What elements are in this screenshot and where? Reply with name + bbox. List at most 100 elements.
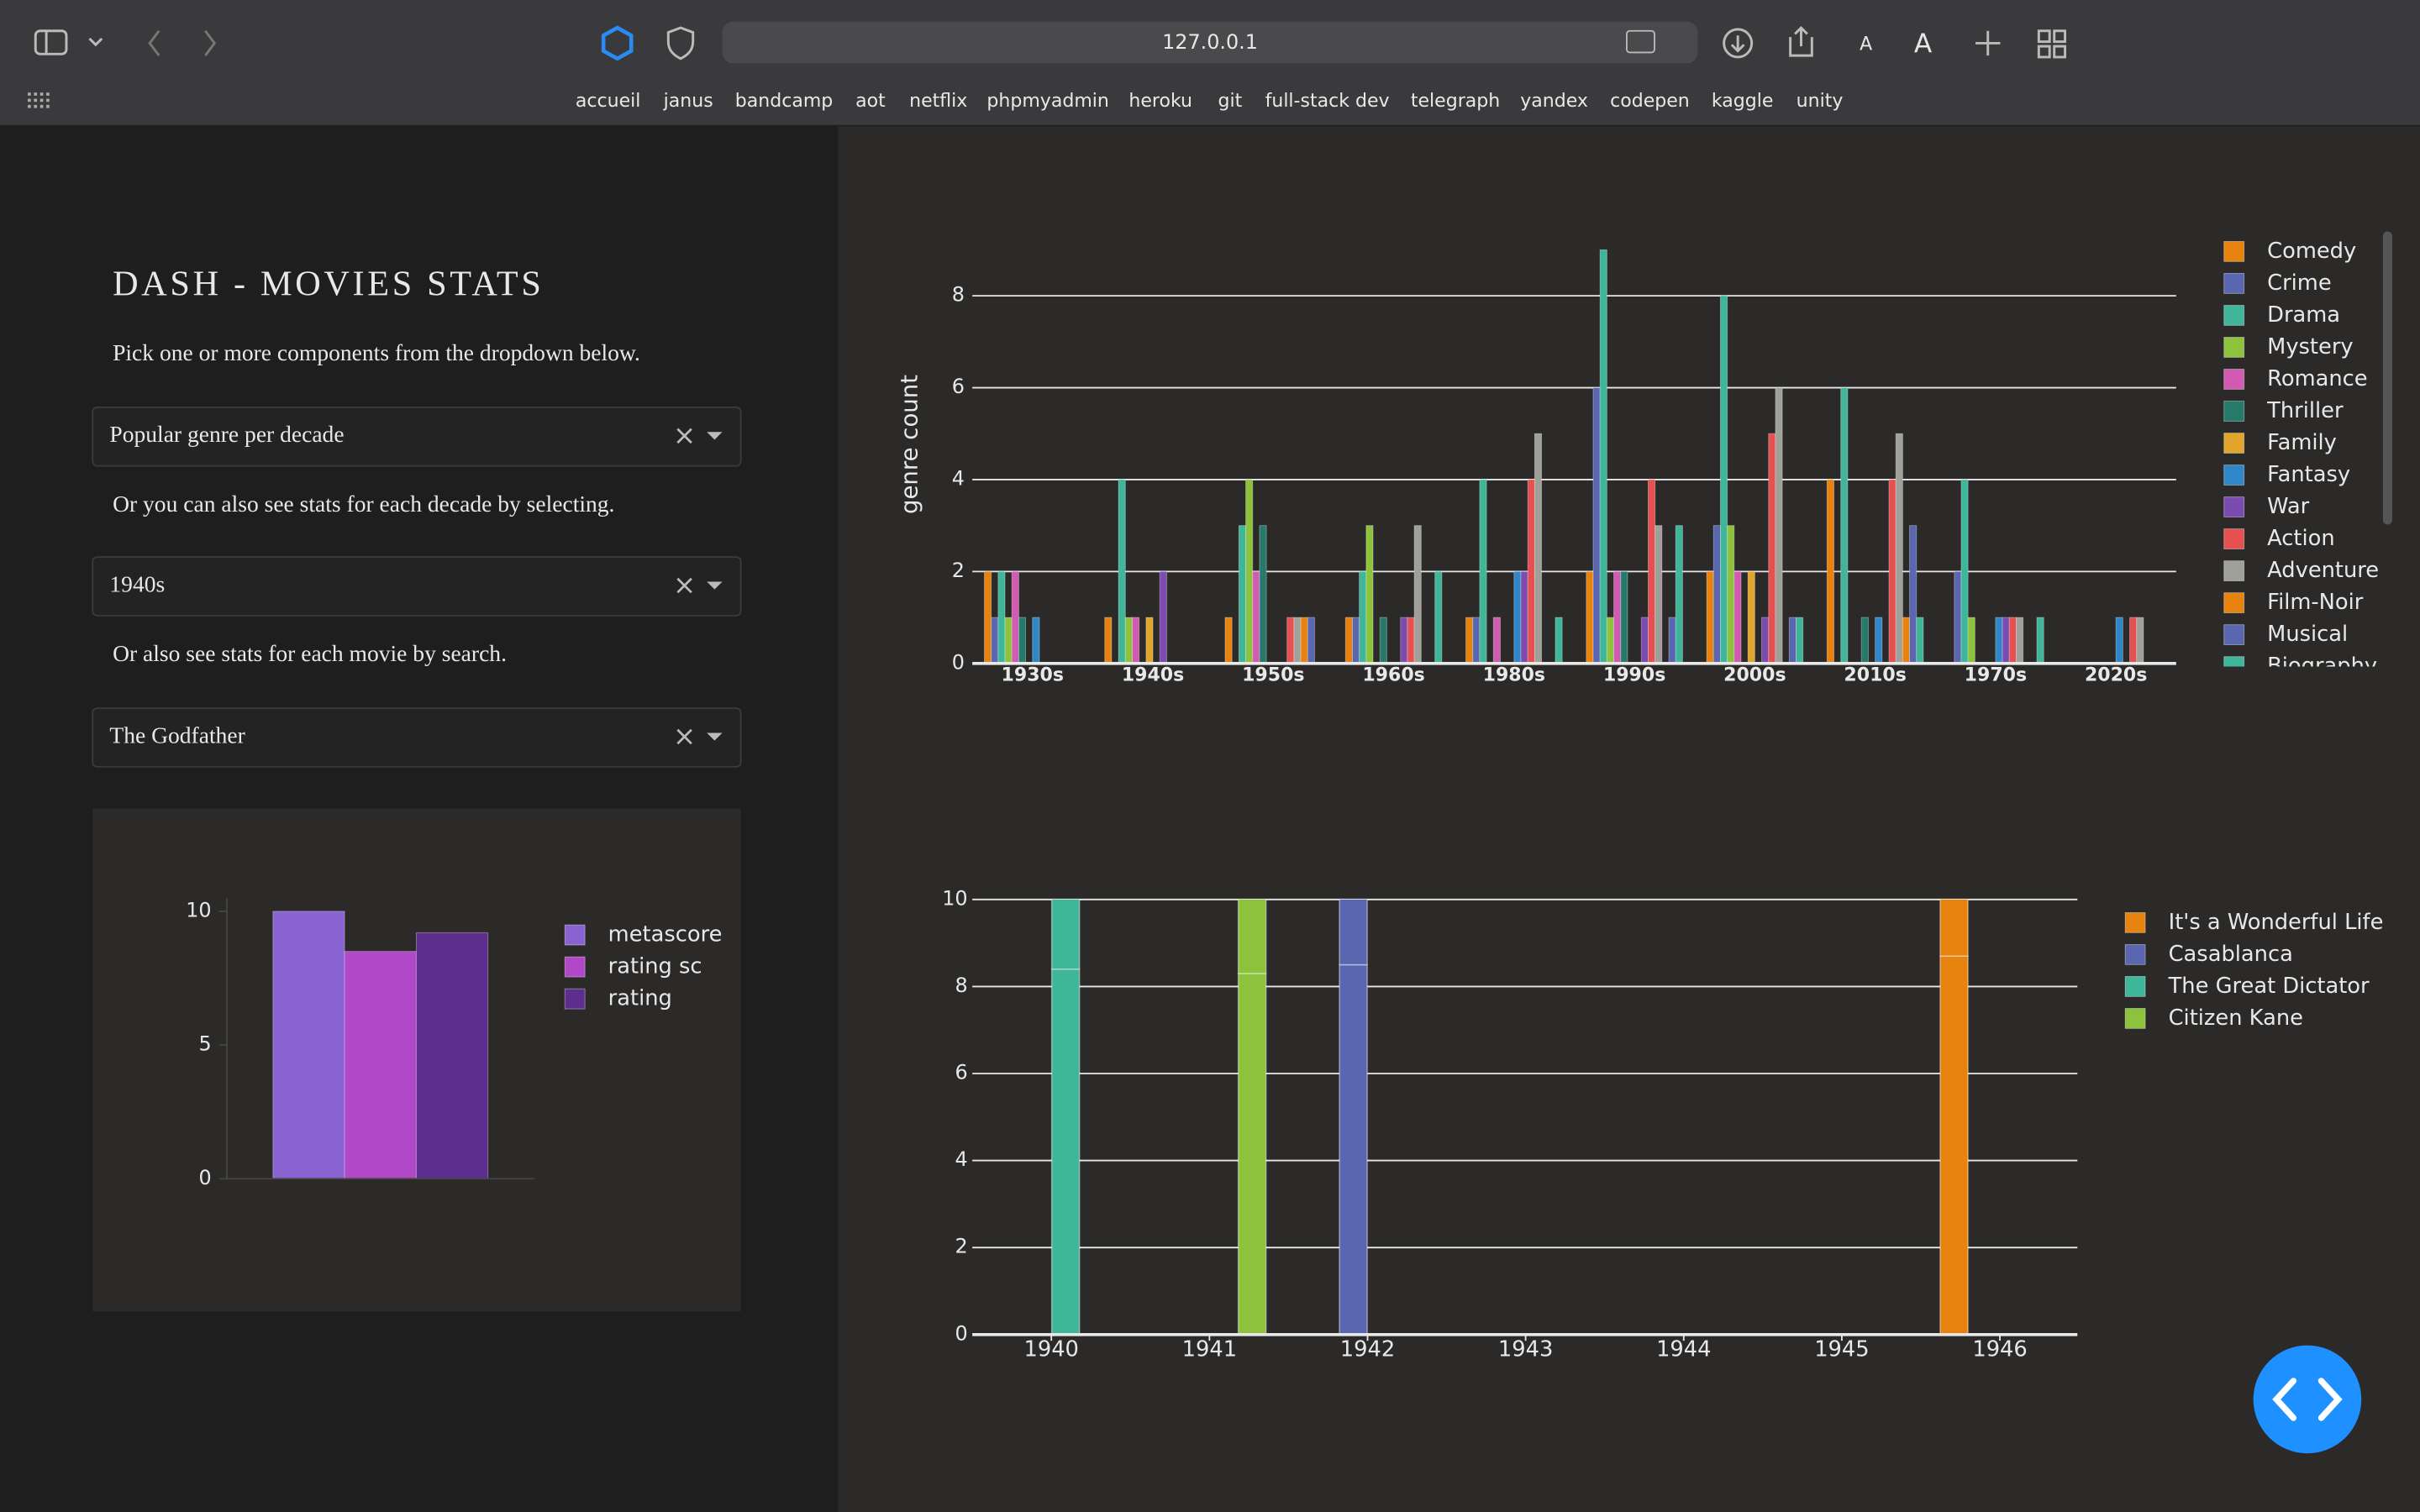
bar-segment xyxy=(1939,899,1969,957)
bookmark[interactable]: telegraph xyxy=(1411,91,1500,112)
legend-swatch xyxy=(2223,337,2245,358)
devtools-button[interactable] xyxy=(2253,1345,2362,1454)
privacy[interactable] xyxy=(666,26,695,60)
downloads[interactable] xyxy=(1723,28,1754,59)
legend-swatch xyxy=(564,988,586,1010)
scrollbar[interactable] xyxy=(2382,231,2392,525)
legend-label: War xyxy=(2267,494,2310,519)
bar xyxy=(344,951,417,1179)
dropdown[interactable]: Popular genre per decade xyxy=(92,406,742,467)
x-tick-label: 1945 xyxy=(1814,1337,1869,1362)
x-tick-label: 1944 xyxy=(1656,1337,1711,1362)
legend-item[interactable]: Drama xyxy=(2223,302,2340,328)
bar xyxy=(1796,617,1804,664)
address-bar[interactable] xyxy=(722,21,1698,64)
legend-item[interactable]: Biography xyxy=(2223,654,2377,679)
bar xyxy=(1592,387,1601,664)
legend-swatch xyxy=(2124,1008,2146,1029)
legend-item[interactable]: Family xyxy=(2223,430,2337,455)
bookmark[interactable]: phpmyadmin xyxy=(986,91,1108,112)
tab-menu[interactable] xyxy=(88,37,103,47)
text-larger[interactable]: A xyxy=(1914,29,1933,59)
dropdown-box[interactable] xyxy=(92,556,742,617)
new-tab[interactable] xyxy=(1975,30,2001,56)
legend-swatch xyxy=(2223,273,2245,294)
text-smaller[interactable]: A xyxy=(1860,34,1872,55)
legend-label: Mystery xyxy=(2267,334,2353,360)
bar xyxy=(1407,617,1415,664)
legend-item[interactable]: Musical xyxy=(2223,622,2348,647)
forward[interactable] xyxy=(204,29,217,57)
bookmark[interactable]: bandcamp xyxy=(735,91,834,112)
dropdown[interactable]: 1940s xyxy=(92,556,742,617)
legend-item[interactable]: Adventure xyxy=(2223,558,2379,583)
tabs[interactable] xyxy=(2037,29,2051,44)
bar-segment xyxy=(1339,899,1368,966)
legend: It's a Wonderful Life Casablanca The Great… xyxy=(2124,910,2383,1031)
legend-item[interactable]: rating sc xyxy=(564,954,702,979)
caret[interactable] xyxy=(707,432,723,440)
legend-swatch xyxy=(564,956,586,978)
bar xyxy=(1465,617,1474,664)
clear-icon[interactable] xyxy=(676,577,692,594)
bookmark[interactable]: janus xyxy=(663,91,713,112)
bookmark[interactable]: codepen xyxy=(1610,91,1690,112)
caret[interactable] xyxy=(707,581,723,590)
legend-item[interactable]: Film-Noir xyxy=(2223,590,2364,615)
dropdown-box[interactable] xyxy=(92,406,742,467)
bar xyxy=(1655,525,1663,664)
dropdown[interactable]: The Godfather xyxy=(92,707,742,768)
share[interactable] xyxy=(1789,25,1813,57)
bar xyxy=(1527,479,1535,664)
bookmark[interactable]: full-stack dev xyxy=(1265,91,1390,112)
legend-item[interactable]: Romance xyxy=(2223,366,2368,391)
dropdown-box[interactable] xyxy=(92,707,742,768)
bookmark[interactable]: netflix xyxy=(909,91,967,112)
legend-item[interactable]: Thriller xyxy=(2223,398,2344,423)
bar-segment xyxy=(1339,963,1368,1336)
bookmark[interactable]: git xyxy=(1218,91,1243,112)
bar xyxy=(1351,617,1360,664)
legend-item[interactable]: The Great Dictator xyxy=(2124,974,2370,999)
legend-label: Thriller xyxy=(2266,398,2344,423)
legend-item[interactable]: Crime xyxy=(2223,270,2332,296)
translate[interactable] xyxy=(1626,29,1655,54)
clear-icon[interactable] xyxy=(676,728,692,745)
bar xyxy=(1104,617,1113,664)
legend-item[interactable]: It's a Wonderful Life xyxy=(2124,910,2383,935)
bar xyxy=(1118,479,1126,664)
x-tick-label: 1990s xyxy=(1603,664,1665,685)
extension[interactable] xyxy=(601,25,634,61)
legend-item[interactable]: rating xyxy=(564,986,672,1011)
back[interactable] xyxy=(148,29,160,57)
bar xyxy=(1032,617,1040,664)
caret[interactable] xyxy=(707,732,723,741)
bar-segment xyxy=(1939,955,1969,1336)
legend-label: rating sc xyxy=(608,954,702,979)
bookmark[interactable]: kaggle xyxy=(1712,91,1774,112)
bar xyxy=(2136,617,2144,664)
legend-swatch xyxy=(2223,624,2245,646)
y-tick-label: 10 xyxy=(942,886,967,910)
sidebar-icon[interactable] xyxy=(34,29,68,55)
legend-swatch xyxy=(2124,911,2146,933)
bar xyxy=(1293,617,1302,664)
bookmark[interactable]: yandex xyxy=(1520,91,1588,112)
bookmark[interactable]: unity xyxy=(1797,91,1844,112)
legend-item[interactable]: Fantasy xyxy=(2223,462,2350,487)
legend-item[interactable]: Action xyxy=(2223,526,2335,551)
bookmark[interactable]: aot xyxy=(855,91,886,112)
bookmark[interactable]: accueil xyxy=(576,91,641,112)
legend-item[interactable]: Casablanca xyxy=(2124,942,2293,967)
apps-grid[interactable] xyxy=(28,92,50,108)
legend: metascore rating sc rating xyxy=(564,922,722,1011)
legend-item[interactable]: War xyxy=(2223,494,2310,519)
legend-item[interactable]: Comedy xyxy=(2223,239,2356,264)
bookmark[interactable]: heroku xyxy=(1128,91,1192,112)
x-tick-label: 1941 xyxy=(1182,1337,1237,1362)
legend-item[interactable]: Citizen Kane xyxy=(2124,1005,2303,1031)
legend-item[interactable]: Mystery xyxy=(2223,334,2354,360)
legend-item[interactable]: metascore xyxy=(564,922,722,948)
y-tick-label: 8 xyxy=(952,283,965,307)
clear-icon[interactable] xyxy=(676,428,692,444)
